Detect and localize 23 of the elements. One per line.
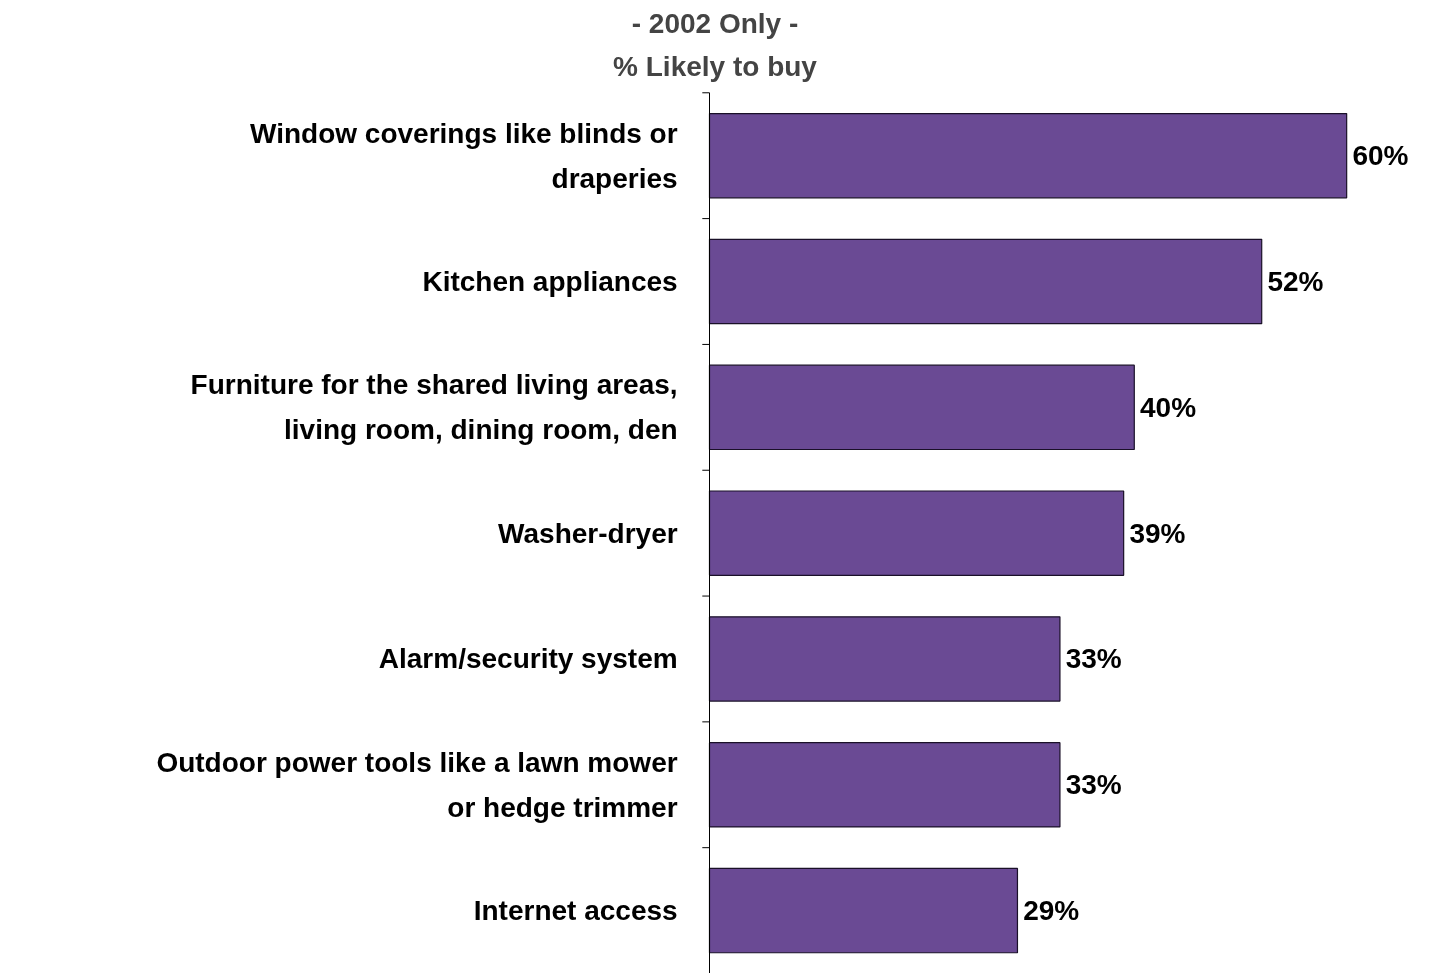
y-tick-label: Furniture for the shared living areas, living room, dining room, den <box>190 369 678 446</box>
bar <box>708 490 1125 576</box>
data-label: 60% <box>1352 140 1409 172</box>
y-tick-label: Kitchen appliances <box>422 266 678 298</box>
bar <box>708 616 1061 702</box>
data-label: 40% <box>1140 391 1197 423</box>
y-tick-label: Alarm/security system <box>378 643 678 675</box>
chart-subtitle: % Likely to buy <box>613 50 818 82</box>
y-tick-label: Outdoor power tools like a lawn mower or hedge trimmer <box>156 746 678 823</box>
data-label: 33% <box>1065 643 1122 675</box>
bar <box>708 364 1135 451</box>
bar <box>708 867 1019 954</box>
chart-title: - 2002 Only - <box>631 7 799 39</box>
y-tick-label: Window coverings like blinds or draperies <box>250 117 678 194</box>
bar <box>708 742 1061 828</box>
y-tick-label: Washer-dryer <box>498 517 678 549</box>
bar <box>708 238 1263 325</box>
data-label: 39% <box>1129 517 1186 549</box>
bar <box>708 112 1348 199</box>
data-label: 33% <box>1065 769 1122 801</box>
data-label: 52% <box>1267 266 1324 298</box>
data-label: 29% <box>1023 895 1080 927</box>
y-tick-label: Internet access <box>473 895 678 927</box>
